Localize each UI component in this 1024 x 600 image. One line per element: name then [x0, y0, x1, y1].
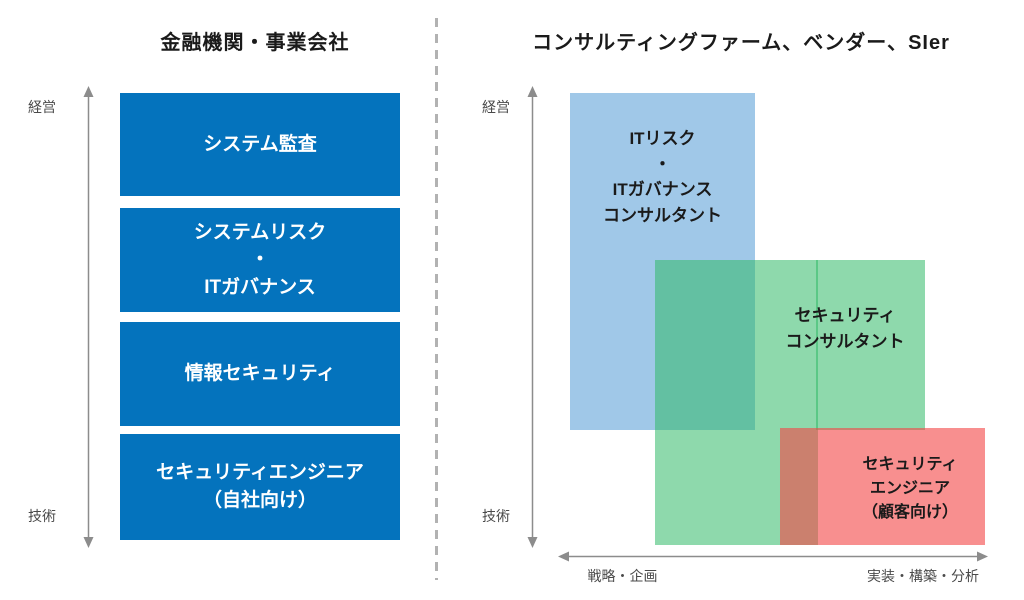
- left-axis-bottom-label: 技術: [28, 508, 56, 524]
- role-box-system-audit: システム監査: [120, 93, 400, 196]
- role-box-system-risk-it-governance: システムリスク ・ ITガバナンス: [120, 208, 400, 312]
- role-box-security-engineer-internal: セキュリティエンジニア （自社向け）: [120, 434, 400, 540]
- right-axis-top-label: 経営: [482, 99, 510, 115]
- region-security-engineer-for-clients: [780, 428, 985, 545]
- right-axis-bottom-label: 技術: [482, 508, 510, 524]
- role-box-information-security: 情報セキュリティ: [120, 322, 400, 426]
- right-horizontal-axis-arrow: [558, 551, 988, 562]
- right-vertical-axis-arrow: [527, 86, 538, 548]
- x-axis-left-label: 戦略・企画: [587, 568, 658, 584]
- region-label-security-consultant: セキュリティ コンサルタント: [785, 306, 905, 351]
- x-axis-right-label: 実装・構築・分析: [867, 568, 979, 584]
- left-vertical-axis-arrow: [83, 86, 94, 548]
- left-panel-title: 金融機関・事業会社: [160, 32, 350, 54]
- region-label-it-risk-it-governance-consultant: ITリスク ・ ITガバナンス コンサルタント: [603, 129, 722, 225]
- left-axis-top-label: 経営: [28, 99, 56, 115]
- region-security-consultant-right: [816, 260, 925, 430]
- region-label-security-engineer-for-clients: セキュリティ エンジニア （顧客向け）: [861, 456, 958, 521]
- right-panel-title: コンサルティングファーム、ベンダー、SIer: [532, 32, 950, 54]
- panel-divider: [435, 18, 438, 580]
